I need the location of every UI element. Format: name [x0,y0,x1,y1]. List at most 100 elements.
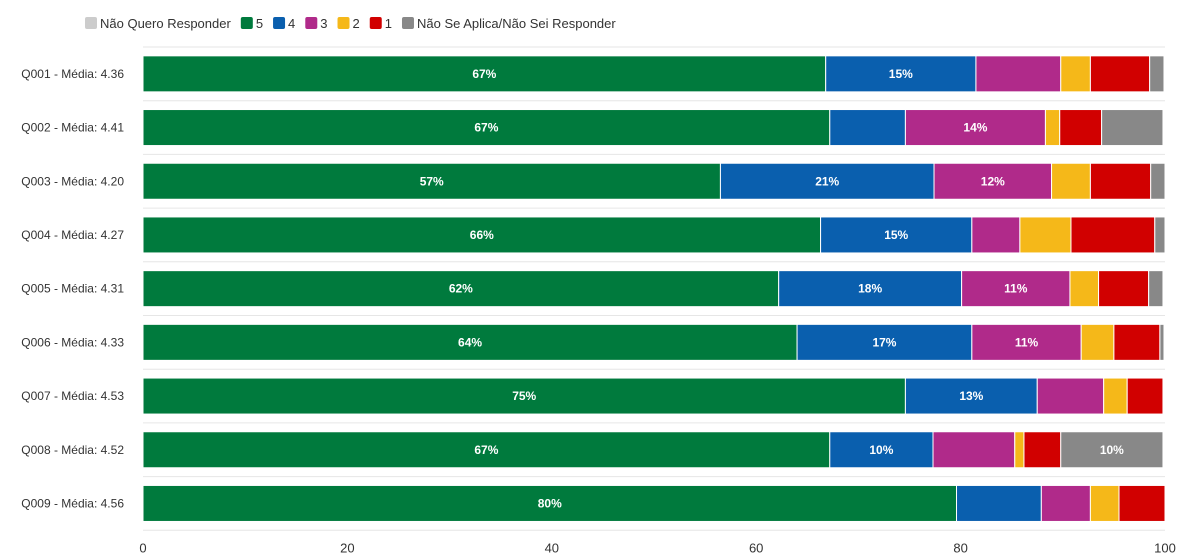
category-label: Q004 - Média: 4.27 [21,228,124,242]
bar-segment[interactable] [1069,270,1100,308]
data-labels: 67% 15% 67% 14% 57% 21% 12% 66% 15% 62% 18% 11% 64% 1… [420,67,1124,511]
data-label: 57% [420,174,444,188]
legend-label: 1 [385,16,392,31]
bar-segment[interactable] [971,216,1021,254]
bar-segment[interactable] [1070,216,1156,254]
bar-segment[interactable] [825,55,977,93]
data-label: 64% [458,335,482,349]
bar-segment[interactable] [933,162,1053,200]
bar-segment[interactable] [1113,323,1161,361]
legend-swatch [369,17,382,29]
bar-segment[interactable] [829,109,906,147]
x-tick-label: 100 [1154,540,1176,555]
legend-swatch [85,17,97,29]
x-axis-ticks: 0 20 40 60 80 100 [139,540,1175,555]
bar-segment[interactable] [1019,216,1072,254]
x-tick-label: 40 [545,540,559,555]
legend-label: 2 [353,16,360,31]
category-label: Q005 - Média: 4.31 [21,282,124,296]
bar-segment[interactable] [1098,270,1150,308]
category-label: Q008 - Média: 4.52 [21,443,124,457]
x-tick-label: 80 [953,540,967,555]
category-label: Q007 - Média: 4.53 [21,389,124,403]
data-label: 67% [472,67,496,81]
bar-segment[interactable] [1101,109,1164,147]
data-label: 15% [889,67,913,81]
data-label: 15% [884,228,908,242]
legend-item[interactable]: 3 [305,16,328,31]
legend-label: 5 [256,16,263,31]
bar-segment[interactable] [956,484,1042,522]
bars [142,55,1166,522]
data-label: 11% [1015,335,1039,349]
bar-segment[interactable] [1036,377,1105,415]
category-label: Q002 - Média: 4.41 [21,121,124,135]
bar-segment[interactable] [1040,484,1091,522]
data-label: 67% [474,443,498,457]
x-tick-label: 0 [139,540,146,555]
bar-segment[interactable] [1059,109,1103,147]
data-label: 13% [959,389,983,403]
legend-item[interactable]: 4 [273,16,295,31]
data-label: 17% [872,335,896,349]
legend-swatch [240,17,253,29]
legend-label: 4 [288,16,295,31]
bar-segment[interactable] [142,377,906,415]
bar-segment[interactable] [778,270,963,308]
bar-segment[interactable] [142,162,721,200]
bar-segment[interactable] [796,323,973,361]
x-tick-label: 20 [340,540,354,555]
bar-segment[interactable] [1060,431,1164,469]
bar-segment[interactable] [1150,162,1166,200]
legend-swatch [305,17,318,29]
legend-item[interactable]: 5 [240,16,263,31]
bar-segment[interactable] [1148,270,1164,308]
bar-segment[interactable] [1051,162,1091,200]
bar-segment[interactable] [1089,162,1152,200]
data-label: 67% [474,121,498,135]
legend[interactable]: Não Quero Responder 5 4 3 2 1 Não Se Aplica/Nã… [85,16,616,31]
bar-segment[interactable] [142,323,798,361]
bar-segment[interactable] [1080,323,1115,361]
legend-item[interactable]: 1 [369,16,392,31]
legend-item[interactable]: Não Se Aplica/Não Sei Responder [401,16,616,31]
grid-lines [143,46,1165,531]
data-label: 62% [449,282,473,296]
data-label: 21% [815,174,839,188]
data-label: 11% [1004,282,1028,296]
legend-swatch [273,17,286,29]
bar-segment[interactable] [142,431,831,469]
bar-segment[interactable] [932,431,1016,469]
data-label: 10% [869,443,893,457]
category-labels: Q001 - Média: 4.36 Q002 - Média: 4.41 Q003… [21,67,124,511]
bar-segment[interactable] [829,431,934,469]
bar-segment[interactable] [1014,431,1025,469]
bar-segment[interactable] [971,323,1082,361]
legend-swatch [401,17,414,29]
bar-segment[interactable] [1023,431,1062,469]
bar-segment[interactable] [1126,377,1164,415]
bar-segment[interactable] [1149,55,1165,93]
legend-label: 3 [320,16,327,31]
bar-segment[interactable] [1154,216,1166,254]
data-label: 66% [470,228,494,242]
legend-item[interactable]: Não Quero Responder [85,16,231,31]
data-label: 18% [858,282,882,296]
category-label: Q009 - Média: 4.56 [21,496,124,510]
bar-segment[interactable] [1089,55,1151,93]
x-tick-label: 60 [749,540,763,555]
bar-segment[interactable] [1060,55,1091,93]
bar-segment[interactable] [1103,377,1128,415]
bar-segment[interactable] [1044,109,1061,147]
legend-swatch [337,17,350,29]
bar-segment[interactable] [1118,484,1166,522]
bar-segment[interactable] [1159,323,1165,361]
bar-segment[interactable] [975,55,1062,93]
legend-item[interactable]: 2 [337,16,360,31]
bar-segment[interactable] [1089,484,1120,522]
bar-segment[interactable] [719,162,935,200]
category-label: Q001 - Média: 4.36 [21,67,124,81]
data-label: 10% [1100,443,1124,457]
bar-segment[interactable] [142,109,831,147]
legend-label: Não Quero Responder [100,16,231,31]
